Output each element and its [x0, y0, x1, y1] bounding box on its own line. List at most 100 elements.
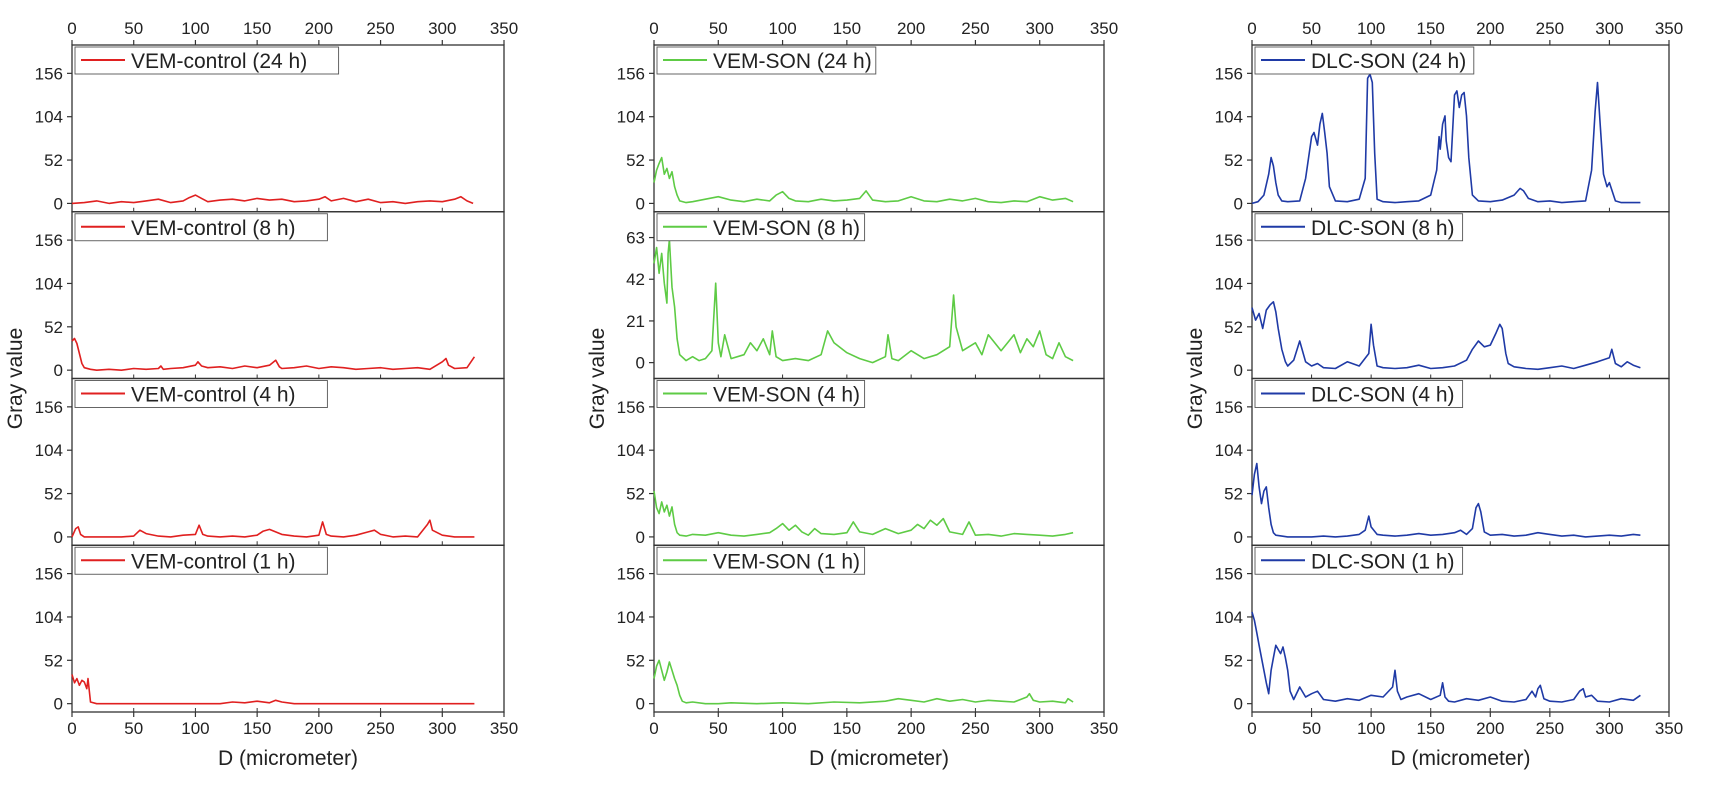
panel-4: 0 52 104 156 VEM-SON (24 h)	[617, 44, 1105, 213]
y-tick-label: 0	[54, 361, 63, 380]
bottom-x-tick-label: 150	[1417, 719, 1445, 738]
series-line	[653, 659, 1074, 705]
y-tick-label: 52	[44, 318, 63, 337]
series-line	[71, 674, 475, 705]
y-tick-label: 104	[1215, 274, 1243, 293]
top-x-tick-label: 250	[961, 19, 989, 38]
panel-11: 0 52 104 156 DLC-SON (1 h)	[1215, 544, 1670, 714]
y-tick-label: 52	[626, 485, 645, 504]
y-tick-label: 0	[54, 528, 63, 547]
top-x-tick-label: 350	[1655, 19, 1683, 38]
legend-label: DLC-SON (8 h)	[1311, 217, 1455, 240]
y-tick-label: 156	[617, 398, 645, 417]
top-x-tick-label: 100	[181, 19, 209, 38]
bottom-x-tick-label: 300	[1026, 719, 1054, 738]
y-tick-label: 52	[626, 151, 645, 170]
legend-label: DLC-SON (4 h)	[1311, 384, 1455, 407]
legend-label: VEM-SON (8 h)	[713, 217, 860, 240]
bottom-x-tick-label: 300	[1595, 719, 1623, 738]
panel-column-dlc-son: 0 50 100 150 200 250 300 350 0 50 100 150 200 250 300 3…	[1184, 19, 1683, 770]
panel-1: 0 52 104 156 VEM-control (8 h)	[35, 211, 505, 380]
panel-0: 0 52 104 156 VEM-control (24 h)	[35, 44, 505, 213]
y-tick-label: 156	[35, 398, 63, 417]
legend-label: VEM-control (8 h)	[131, 217, 296, 240]
bottom-x-tick-label: 0	[649, 719, 658, 738]
panel-6: 0 52 104 156 VEM-SON (4 h)	[617, 377, 1105, 547]
legend-label: VEM-control (1 h)	[131, 550, 296, 573]
y-tick-label: 0	[1234, 695, 1243, 714]
top-x-tick-label: 300	[1595, 19, 1623, 38]
panel-column-vem-control: 0 50 100 150 200 250 300 350 0 50 100 150 200 250 300 3…	[4, 19, 518, 770]
bottom-x-tick-label: 150	[833, 719, 861, 738]
panel-frame	[71, 544, 505, 713]
panel-frame	[653, 544, 1105, 713]
y-tick-label: 63	[626, 229, 645, 248]
bottom-x-tick-label: 150	[243, 719, 271, 738]
top-x-tick-label: 200	[897, 19, 925, 38]
bottom-x-tick-label: 250	[1536, 719, 1564, 738]
top-x-tick-label: 350	[490, 19, 518, 38]
x-axis-label: D (micrometer)	[218, 747, 358, 770]
panel-8: 0 52 104 156 DLC-SON (24 h)	[1215, 44, 1670, 213]
top-x-tick-label: 150	[1417, 19, 1445, 38]
bottom-x-tick-label: 350	[1655, 719, 1683, 738]
bottom-x-tick-label: 50	[1302, 719, 1321, 738]
y-tick-label: 52	[626, 651, 645, 670]
y-tick-label: 156	[35, 565, 63, 584]
y-tick-label: 0	[1234, 528, 1243, 547]
panel-7: 0 52 104 156 VEM-SON (1 h)	[617, 544, 1105, 714]
y-tick-label: 52	[44, 485, 63, 504]
panel-column-vem-son: 0 50 100 150 200 250 300 350 0 50 100 150 200 250 300 3…	[586, 19, 1118, 770]
bottom-x-tick-label: 0	[1247, 719, 1256, 738]
y-tick-label: 104	[1215, 608, 1243, 627]
top-x-tick-label: 250	[366, 19, 394, 38]
y-tick-label: 104	[35, 441, 63, 460]
panel-3: 0 52 104 156 VEM-control (1 h)	[35, 544, 505, 714]
y-axis-label: Gray value	[1184, 328, 1207, 430]
y-tick-label: 156	[1215, 565, 1243, 584]
bottom-x-tick-label: 200	[897, 719, 925, 738]
y-tick-label: 156	[1215, 398, 1243, 417]
panel-5: 0 21 42 63 VEM-SON (8 h)	[626, 211, 1105, 380]
panel-10: 0 52 104 156 DLC-SON (4 h)	[1215, 377, 1670, 547]
top-x-tick-label: 250	[1536, 19, 1564, 38]
y-tick-label: 52	[1224, 485, 1243, 504]
y-tick-label: 156	[617, 64, 645, 83]
y-tick-label: 52	[44, 651, 63, 670]
top-x-tick-label: 150	[243, 19, 271, 38]
legend-label: DLC-SON (1 h)	[1311, 550, 1455, 573]
y-axis-label: Gray value	[4, 328, 27, 430]
y-tick-label: 104	[1215, 441, 1243, 460]
y-tick-label: 0	[1234, 194, 1243, 213]
y-tick-label: 52	[1224, 318, 1243, 337]
panel-9: 0 52 104 156 DLC-SON (8 h)	[1215, 211, 1670, 380]
x-axis-label: D (micrometer)	[809, 747, 949, 770]
top-x-tick-label: 100	[1357, 19, 1385, 38]
top-x-tick-label: 300	[428, 19, 456, 38]
legend-label: VEM-SON (4 h)	[713, 384, 860, 407]
series-line	[653, 490, 1074, 537]
top-x-tick-label: 50	[124, 19, 143, 38]
top-x-tick-label: 0	[1247, 19, 1256, 38]
y-tick-label: 52	[1224, 651, 1243, 670]
top-x-tick-label: 350	[1090, 19, 1118, 38]
series-line	[1251, 73, 1641, 205]
y-tick-label: 104	[35, 608, 63, 627]
y-tick-label: 156	[35, 64, 63, 83]
top-x-tick-label: 150	[833, 19, 861, 38]
y-tick-label: 0	[636, 528, 645, 547]
y-tick-label: 52	[1224, 151, 1243, 170]
bottom-x-tick-label: 0	[67, 719, 76, 738]
y-tick-label: 21	[626, 312, 645, 331]
y-tick-label: 156	[1215, 64, 1243, 83]
series-line	[71, 519, 475, 538]
y-tick-label: 0	[1234, 361, 1243, 380]
legend-label: VEM-control (24 h)	[131, 50, 307, 73]
y-tick-label: 0	[636, 695, 645, 714]
series-line	[1251, 462, 1641, 538]
bottom-x-tick-label: 250	[961, 719, 989, 738]
y-tick-label: 156	[1215, 231, 1243, 250]
y-tick-label: 104	[35, 108, 63, 127]
bottom-x-tick-label: 350	[490, 719, 518, 738]
top-x-tick-label: 0	[649, 19, 658, 38]
